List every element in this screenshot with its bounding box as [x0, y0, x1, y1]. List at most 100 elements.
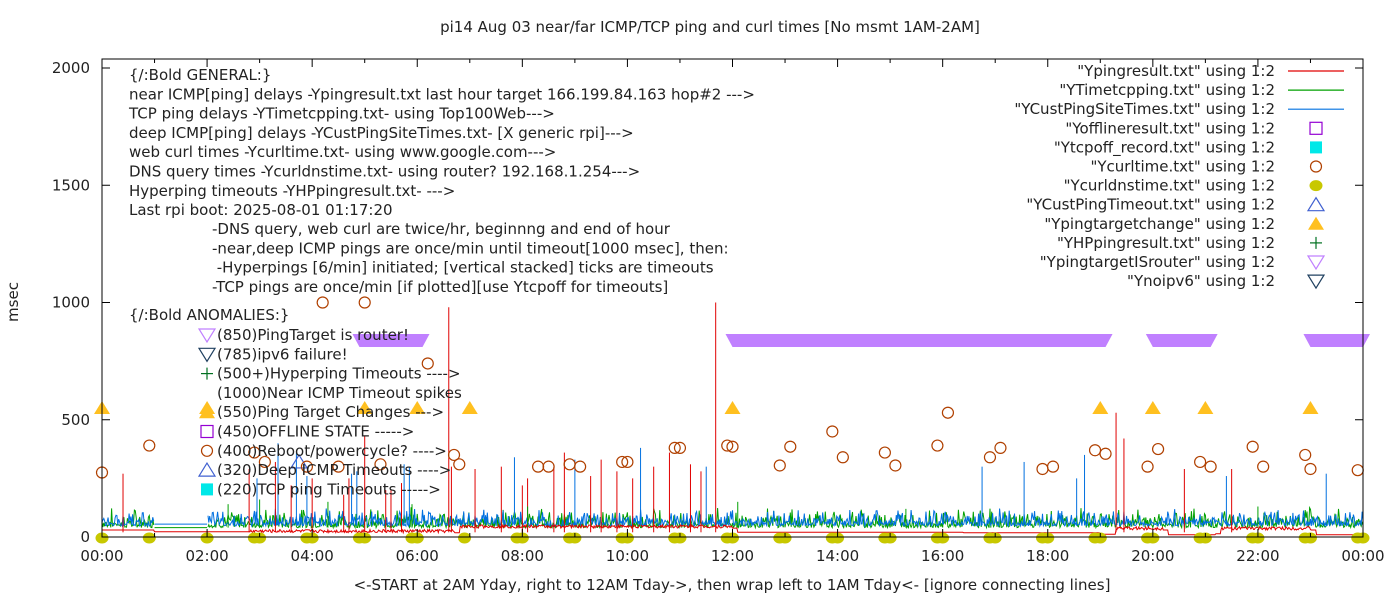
dns-point: [936, 532, 950, 544]
filled-circle-marker: [673, 532, 687, 544]
filled-circle-marker: [410, 532, 424, 544]
curl-point: [983, 451, 997, 464]
open-circle-marker: [826, 425, 839, 438]
open-circle-marker: [447, 448, 461, 462]
legend-entry-marker: [1309, 160, 1323, 173]
filled-circle-marker: [778, 532, 792, 544]
open-circle-marker: [1204, 460, 1217, 473]
filled-circle-marker: [1309, 180, 1323, 192]
curl-point: [421, 357, 434, 370]
curl-point: [332, 460, 345, 473]
anomaly-annotation: (400)Reboot/powercycle? ---->: [217, 442, 447, 460]
x-tick-label: 22:00: [1236, 547, 1279, 565]
open-circle-marker: [983, 451, 997, 464]
filled-circle-marker: [458, 532, 472, 544]
note-annotation: -TCP pings are once/min [if plotted][use…: [212, 278, 668, 296]
targetchange-point: [724, 401, 741, 415]
filled-square-marker: [201, 483, 213, 496]
x-tick-label: 18:00: [1026, 547, 1069, 565]
filled-circle-marker: [95, 532, 109, 544]
filled-triangle-up-marker: [1092, 401, 1109, 415]
anomaly-annotation: (500+)Hyperping Timeouts ---->: [217, 365, 461, 383]
anomaly-key-marker: [197, 461, 217, 477]
filled-triangle-up-marker: [356, 401, 373, 415]
filled-circle-marker: [1198, 532, 1212, 544]
curl-point: [563, 458, 576, 471]
anomaly-annotation: (220)TCP ping Timeouts ----->: [217, 480, 441, 498]
targetchange-point: [1302, 401, 1319, 415]
filled-circle-marker: [1356, 532, 1370, 544]
legend-entry-label: "YCustPingTimeout.txt" using 1:2: [1026, 196, 1275, 214]
open-circle-marker: [931, 439, 944, 452]
targetchange-point: [356, 401, 373, 415]
curl-point: [1304, 462, 1317, 476]
curl-point: [258, 455, 271, 469]
open-triangle-up-marker: [1306, 196, 1326, 212]
legend-entry-marker: [1310, 236, 1322, 249]
curl-point: [726, 440, 739, 453]
cust-series-line: [207, 508, 1364, 528]
legend-entry-label: "YHPpingresult.txt" using 1:2: [1057, 234, 1275, 252]
open-circle-marker: [1099, 447, 1112, 460]
anomaly-annotation: (1000)Near ICMP Timeout spikes: [217, 384, 462, 402]
open-circle-marker: [358, 296, 371, 309]
open-circle-marker: [316, 296, 329, 309]
x-tick-label: 20:00: [1131, 547, 1174, 565]
filled-square-marker: [1310, 141, 1322, 154]
note-annotation: -DNS query, web curl are twice/hr, begin…: [212, 220, 671, 238]
targetchange-point: [1197, 401, 1214, 415]
legend-entry-marker: [1306, 255, 1326, 271]
x-tick-label: 14:00: [816, 547, 859, 565]
dns-point: [358, 532, 372, 544]
curl-point: [1351, 464, 1364, 477]
open-circle-marker: [1246, 440, 1259, 453]
filled-circle-marker: [831, 532, 845, 544]
x-tick-label: 12:00: [711, 547, 754, 565]
curl-point: [616, 455, 629, 469]
anomaly-annotation: (550)Ping Target Changes --->: [217, 403, 444, 421]
x-tick-label: 10:00: [606, 547, 649, 565]
general-annotation: DNS query times -Ycurldnstime.txt- using…: [129, 163, 640, 181]
curl-point: [826, 425, 839, 438]
general-annotation: near ICMP[ping] delays -Ypingresult.txt …: [129, 85, 755, 103]
y-tick-label: 500: [61, 411, 90, 429]
open-circle-marker: [1299, 448, 1312, 462]
open-circle-marker: [258, 455, 271, 469]
curl-point: [1257, 460, 1270, 473]
filled-circle-marker: [142, 532, 156, 544]
note-annotation: -near,deep ICMP pings are once/min until…: [212, 239, 729, 257]
curl-point: [300, 460, 314, 473]
dns-point: [458, 532, 472, 544]
open-circle-marker: [1046, 460, 1060, 473]
curl-point: [1151, 442, 1165, 456]
filled-circle-marker: [1303, 532, 1317, 544]
curl-point: [542, 460, 555, 473]
curl-point: [784, 440, 797, 453]
x-tick-label: 16:00: [921, 547, 964, 565]
dns-point: [1303, 532, 1317, 544]
curl-point: [374, 458, 387, 471]
open-circle-marker: [668, 441, 681, 454]
anomaly-key-marker: [199, 405, 215, 419]
open-circle-marker: [673, 441, 687, 454]
open-circle-marker: [332, 460, 345, 473]
filled-circle-marker: [620, 532, 634, 544]
filled-circle-marker: [305, 532, 319, 544]
dns-point: [95, 532, 109, 544]
open-circle-marker: [1309, 160, 1323, 173]
y-axis-label: msec: [4, 282, 22, 322]
curl-point: [721, 439, 734, 452]
tcp-series-line: [101, 508, 155, 529]
x-axis-label: <-START at 2AM Yday, right to 12AM Tday-…: [354, 576, 1111, 594]
open-circle-marker: [1304, 462, 1317, 476]
curl-point: [1046, 460, 1060, 473]
legend-entry-label: "YpingtargetISrouter" using 1:2: [1040, 253, 1275, 271]
filled-circle-marker: [883, 532, 897, 544]
open-circle-marker: [1194, 455, 1207, 469]
dns-point: [1146, 532, 1160, 544]
filled-triangle-up-marker: [1302, 401, 1319, 415]
isrouter-band: [1303, 334, 1370, 348]
open-circle-marker: [143, 439, 156, 452]
curl-point: [668, 441, 681, 454]
open-circle-marker: [453, 458, 466, 471]
